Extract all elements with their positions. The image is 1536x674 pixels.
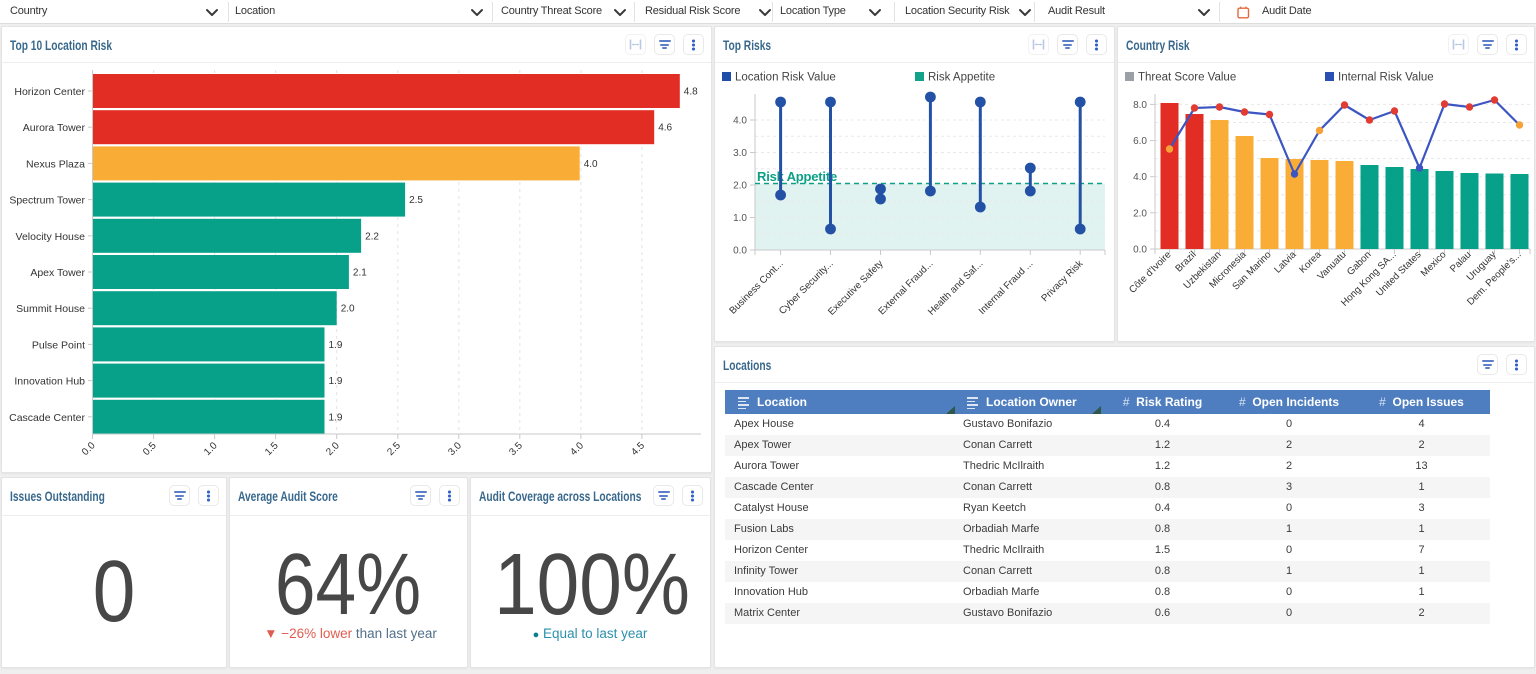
svg-text:1.9: 1.9 xyxy=(329,340,343,351)
svg-text:2.5: 2.5 xyxy=(385,440,403,458)
svg-text:4.0: 4.0 xyxy=(1133,172,1147,183)
svg-text:Apex Tower: Apex Tower xyxy=(30,267,85,279)
svg-text:Risk Appetite: Risk Appetite xyxy=(928,72,995,84)
svg-text:Velocity House: Velocity House xyxy=(16,231,86,243)
svg-text:3.5: 3.5 xyxy=(507,440,525,458)
svg-text:8.0: 8.0 xyxy=(1133,100,1147,111)
svg-text:2.0: 2.0 xyxy=(341,304,355,315)
svg-text:4.6: 4.6 xyxy=(658,123,672,134)
svg-text:1.9: 1.9 xyxy=(329,412,343,423)
svg-text:0.0: 0.0 xyxy=(80,440,98,458)
svg-text:1.0: 1.0 xyxy=(733,213,747,224)
svg-text:2.0: 2.0 xyxy=(324,440,342,458)
svg-text:4.0: 4.0 xyxy=(568,440,586,458)
svg-text:4.0: 4.0 xyxy=(584,159,598,170)
svg-text:1.5: 1.5 xyxy=(263,440,281,458)
svg-text:0.0: 0.0 xyxy=(733,246,747,257)
svg-text:2.0: 2.0 xyxy=(1133,208,1147,219)
svg-text:4.8: 4.8 xyxy=(684,87,698,98)
svg-text:2.0: 2.0 xyxy=(733,181,747,192)
svg-text:Risk Appetite: Risk Appetite xyxy=(757,169,837,184)
svg-text:1.9: 1.9 xyxy=(329,376,343,387)
svg-text:4.5: 4.5 xyxy=(629,440,647,458)
svg-text:1.0: 1.0 xyxy=(202,440,220,458)
svg-text:0.5: 0.5 xyxy=(141,440,159,458)
svg-text:Innovation Hub: Innovation Hub xyxy=(14,376,85,388)
svg-text:Cascade Center: Cascade Center xyxy=(9,412,85,424)
svg-text:Location Risk Value: Location Risk Value xyxy=(735,72,836,84)
svg-text:Pulse Point: Pulse Point xyxy=(32,339,85,351)
svg-text:3.0: 3.0 xyxy=(446,440,464,458)
svg-text:0.0: 0.0 xyxy=(1133,245,1147,256)
svg-text:Nexus Plaza: Nexus Plaza xyxy=(26,158,85,170)
svg-text:Internal Fraud ...: Internal Fraud ... xyxy=(977,258,1036,317)
svg-text:Latvia: Latvia xyxy=(1272,249,1299,276)
svg-text:Privacy Risk: Privacy Risk xyxy=(1039,258,1085,304)
svg-text:Spectrum Tower: Spectrum Tower xyxy=(9,195,85,207)
svg-text:3.0: 3.0 xyxy=(733,148,747,159)
svg-text:2.1: 2.1 xyxy=(353,268,367,279)
svg-text:Horizon Center: Horizon Center xyxy=(14,86,85,98)
svg-text:Threat Score Value: Threat Score Value xyxy=(1138,72,1236,84)
svg-text:Internal Risk Value: Internal Risk Value xyxy=(1338,72,1434,84)
svg-text:4.0: 4.0 xyxy=(733,116,747,127)
svg-text:Summit House: Summit House xyxy=(16,303,85,315)
svg-text:Aurora Tower: Aurora Tower xyxy=(23,122,86,134)
svg-text:Côte d'Ivoire: Côte d'Ivoire xyxy=(1127,249,1174,296)
svg-text:2.5: 2.5 xyxy=(409,195,423,206)
svg-text:6.0: 6.0 xyxy=(1133,136,1147,147)
svg-text:2.2: 2.2 xyxy=(365,231,379,242)
